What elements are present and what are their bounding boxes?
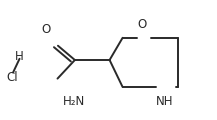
Text: H: H xyxy=(15,51,23,63)
Text: O: O xyxy=(137,18,146,30)
Text: O: O xyxy=(41,23,50,36)
Text: NH: NH xyxy=(156,95,173,108)
Text: Cl: Cl xyxy=(6,71,18,84)
Text: H₂N: H₂N xyxy=(63,95,85,108)
